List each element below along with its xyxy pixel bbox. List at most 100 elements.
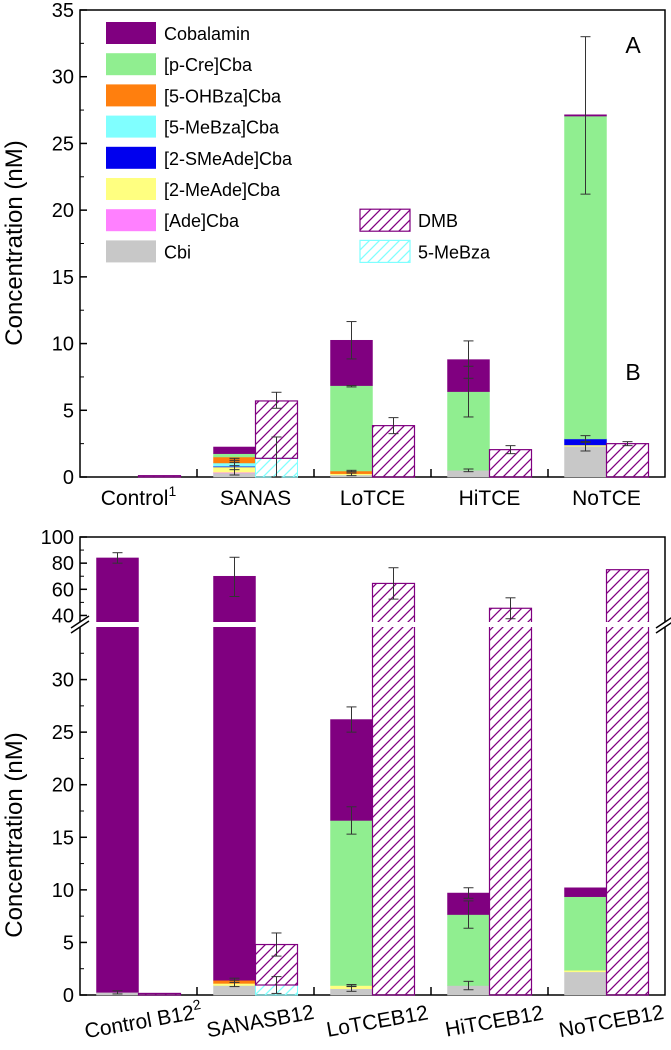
panel-b-bar-5-cobalamin: [564, 887, 607, 897]
panel-b-letter: B: [625, 359, 640, 385]
legend-swatch: [359, 239, 411, 263]
panel-b-bar-5-p-cre-cba: [564, 896, 607, 971]
panel-b-lower-ytick-label-10: 10: [52, 880, 74, 902]
legend-item-2-smeade-cba: [2-SMeAde]Cba: [106, 146, 293, 169]
panel-a-stacked-error-bar-5-2: [580, 435, 591, 443]
panel-a-ytick-label-0: 0: [63, 467, 74, 489]
legend-swatch: [106, 84, 156, 107]
legend-swatch: [359, 208, 411, 232]
legend-label: Cbi: [164, 242, 191, 262]
panel-a-hatched-error-bar-5-1: [622, 441, 633, 447]
panel-b-break-gap: [74, 622, 671, 627]
panel-b-bar-1-cobalamin: [96, 557, 139, 993]
panel-a-stacked-error-bar-5-3: [580, 36, 591, 195]
panel-b-stacked-error-bar-2-2: [229, 977, 240, 983]
legend-item-cbi: Cbi: [106, 240, 191, 263]
panel-b-bar-5-cbi: [564, 971, 607, 996]
panel-b-lower-ytick-label-30: 30: [52, 670, 74, 692]
panel-a-bar-2-p-cre-cba: [213, 453, 256, 458]
panel-b-category-label-1: Control B122: [82, 996, 204, 1043]
panel-b-stacked-error-bar-4-3: [463, 887, 474, 899]
legend-swatch: [106, 209, 156, 232]
legend-label: [5-MeBza]Cba: [164, 118, 280, 138]
panel-b-upper-ytick-label-40: 40: [52, 605, 74, 627]
panel-a-ytick-label-30: 30: [52, 67, 74, 89]
panel-b-break-slash: [655, 617, 671, 629]
panel-b-lower-ytick-label-20: 20: [52, 775, 74, 797]
panel-a-hatched-error-bar-4-1: [505, 445, 516, 455]
panel-a-stacked-error-bar-4-3: [463, 340, 474, 379]
panel-a-ytick-label-10: 10: [52, 334, 74, 356]
panel-b-hatched-bar-3-dmb: [371, 582, 416, 996]
panel-b-category-label-4: HiTCEB12: [444, 1002, 546, 1042]
legend-item-ade-cba: [Ade]Cba: [106, 209, 240, 232]
panel-b-stacked-error-bar-4-1: [463, 980, 474, 991]
legend-label: [p-Cre]Cba: [164, 55, 253, 75]
legend-item-cobalamin: Cobalamin: [106, 22, 250, 44]
panel-b-lower-ytick-label-0: 0: [63, 985, 74, 1007]
panel-a-stacked-error-bar-3-3: [346, 385, 357, 388]
panel-a-stacked-error-bar-3-1: [346, 472, 357, 477]
panel-b-bar-3-cobalamin: [330, 719, 373, 821]
legend-swatch: [106, 146, 156, 169]
legend-label: DMB: [418, 211, 458, 231]
legend-item-dmb: DMB: [359, 208, 458, 232]
panel-b-category-label-3: LoTCEB12: [325, 1001, 430, 1041]
legend-swatch: [106, 22, 156, 44]
legend-swatch: [106, 53, 156, 76]
panel-b-lower-ytick-label-5: 5: [63, 932, 74, 954]
panel-a-stacked-error-bar-3-4: [346, 321, 357, 360]
panel-b-upper-ytick-label-100: 100: [41, 527, 74, 549]
legend-label: [Ade]Cba: [164, 211, 240, 231]
panel-a-letter: A: [625, 32, 641, 58]
panel-b-stacked-error-bar-4-2: [463, 900, 474, 929]
panel-b-hatched-error-bar-2-2: [271, 932, 282, 957]
panel-b-category-label-5: NoTCEB12: [557, 1001, 666, 1042]
panel-b-lower-ytick-label-25: 25: [52, 722, 74, 744]
panel-a-bar-3-p-cre-cba: [330, 385, 373, 472]
panel-a-y-axis-title: Concentration (nM): [1, 140, 28, 345]
panel-a-ytick-label-15: 15: [52, 267, 74, 289]
panel-b-error-bars: [112, 552, 516, 995]
panel-a-category-label-3: LoTCE: [340, 487, 405, 510]
panel-a: 0 5 10 15 20 25 30 35 A Concentration (nM) Cont…: [1, 0, 666, 510]
legend-swatch: [106, 240, 156, 263]
legend-item-5-mebza-cba: [5-MeBza]Cba: [106, 115, 280, 138]
panel-b-axes: 0 5 10 15 20 25 30 40 60 80 100: [41, 527, 549, 1007]
panel-b-category-label-2: SANASB12: [205, 1001, 316, 1043]
panel-a-hatched-error-bar-2-1: [271, 436, 282, 478]
panel-b-break-slash: [70, 615, 90, 629]
panel-b-stacked-error-bar-2-3: [229, 556, 240, 597]
panel-a-ytick-label-35: 35: [52, 0, 74, 22]
panel-b-hatched-error-bar-4-1: [505, 597, 516, 620]
panel-a-hatched-error-bar-2-2: [271, 391, 282, 409]
panel-a-hatched-bar-1-dmb: [137, 475, 182, 478]
legend-swatch: [106, 178, 156, 200]
panel-a-stacked-error-bar-2-3: [229, 457, 240, 463]
panel-b-bars: [96, 557, 650, 996]
panel-b-stacked-error-bar-3-2: [346, 983, 357, 988]
panel-b-hatched-bar-1-dmb: [137, 992, 182, 996]
legend-swatch: [106, 115, 156, 138]
panel-a-error-bars: [229, 36, 633, 478]
panel-b-category-labels: Control B122 SANASB12 LoTCEB12 HiTCEB12 NoTC…: [82, 996, 666, 1043]
panel-a-stacked-error-bar-3-2: [346, 469, 357, 473]
panel-a-axes: 0 5 10 15 20 25 30 35: [52, 0, 549, 489]
legend-label: Cobalamin: [164, 24, 250, 44]
panel-b-lower-ytick-label-15: 15: [52, 827, 74, 849]
legend-label: 5-MeBza: [418, 242, 491, 262]
panel-a-stacked-error-bar-4-1: [463, 468, 474, 473]
panel-a-bar-2-cobalamin: [213, 446, 256, 454]
panel-a-category-label-2: SANAS: [220, 487, 291, 510]
panel-a-category-label-4: HiTCE: [459, 487, 521, 510]
legend-item-5-ohbza-cba: [5-OHBza]Cba: [106, 84, 282, 107]
panel-a-ytick-label-20: 20: [52, 200, 74, 222]
panel-b-hatched-error-bar-2-1: [271, 976, 282, 994]
panel-b-upper-ytick-label-80: 80: [52, 553, 74, 575]
panel-a-hatched-bar-5-dmb: [605, 443, 650, 478]
panel-b: 0 5 10 15 20 25 30 40 60 80 100 B Concentration (n…: [1, 359, 671, 1043]
legend-item-5-mebza: 5-MeBza: [359, 239, 491, 263]
panel-b-axis-break: [70, 615, 671, 634]
panel-a-category-label-1: Control1: [101, 483, 177, 510]
